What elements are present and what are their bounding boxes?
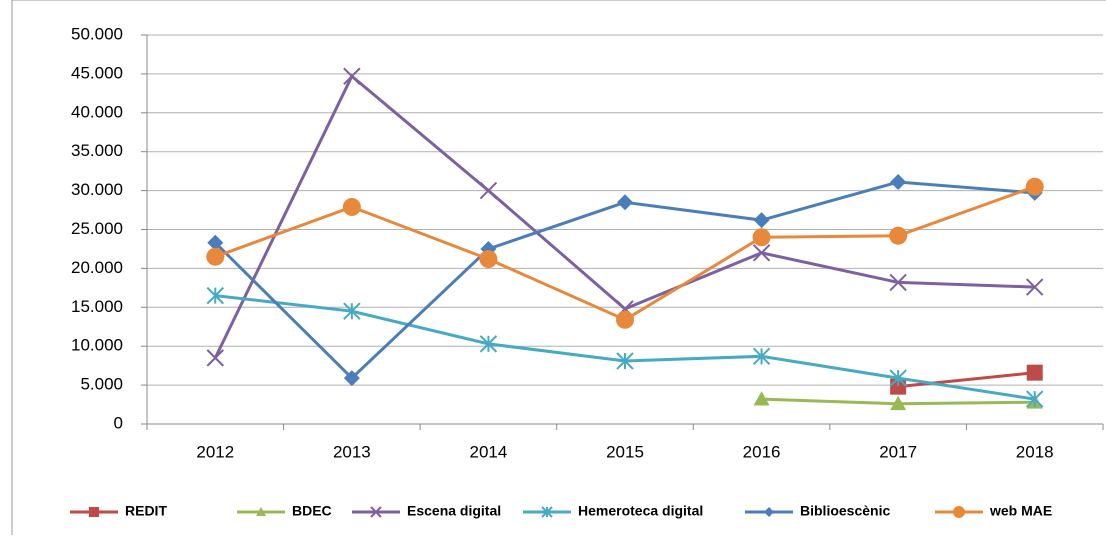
legend-label: BDEC [292, 503, 332, 519]
y-tick-label: 25.000 [71, 219, 123, 238]
marker [479, 335, 498, 353]
marker [890, 395, 907, 411]
marker [479, 250, 498, 269]
marker [889, 226, 908, 245]
marker [343, 302, 361, 320]
marker [370, 506, 382, 518]
marker [752, 228, 771, 247]
marker [343, 370, 360, 387]
marker [541, 506, 553, 518]
x-tick-label: 2012 [196, 442, 234, 461]
legend-label: Biblioescènic [800, 503, 890, 519]
y-tick-label: 5.000 [80, 375, 123, 394]
marker [616, 352, 634, 370]
y-tick-label: 50.000 [71, 24, 123, 43]
marker [480, 240, 497, 257]
legend: REDIT BDEC Escena digital Hemeroteca digita… [70, 503, 1052, 519]
legend-label: Escena digital [407, 503, 501, 519]
marker [1025, 177, 1044, 196]
x-tick-label: 2013 [333, 442, 371, 461]
x-tick-label: 2015 [606, 442, 644, 461]
marker [764, 507, 774, 517]
marker [343, 67, 361, 85]
marker [207, 234, 224, 251]
legend-label: web MAE [989, 503, 1052, 519]
y-tick-label: 0 [114, 413, 123, 432]
legend-label: REDIT [125, 503, 167, 519]
y-tick-label: 20.000 [71, 258, 123, 277]
series-line [897, 371, 1035, 389]
marker [89, 507, 99, 517]
y-tick-label: 40.000 [71, 102, 123, 121]
x-tick-label: 2018 [1016, 442, 1054, 461]
marker [753, 212, 770, 229]
marker [206, 247, 225, 266]
x-tick-label: 2014 [470, 442, 508, 461]
marker [1026, 390, 1044, 408]
marker [256, 507, 266, 516]
x-tick-label: 2016 [743, 442, 781, 461]
y-tick-label: 35.000 [71, 141, 123, 160]
y-tick-label: 30.000 [71, 180, 123, 199]
y-tick-label: 10.000 [71, 336, 123, 355]
marker [890, 174, 907, 191]
marker [889, 369, 907, 387]
marker [753, 391, 770, 406]
legend-label: Hemeroteca digital [578, 503, 703, 519]
marker [206, 349, 224, 367]
chart-frame [11, 0, 1106, 540]
x-tick-label: 2017 [879, 442, 917, 461]
marker [617, 194, 633, 211]
marker [1026, 278, 1044, 296]
marker [889, 273, 907, 292]
marker [479, 181, 498, 200]
y-tick-label: 45.000 [71, 63, 123, 82]
marker [616, 310, 634, 329]
marker [953, 506, 965, 518]
marker [206, 286, 224, 305]
marker [342, 197, 361, 216]
marker [752, 244, 771, 262]
y-tick-label: 15.000 [71, 297, 123, 316]
marker [752, 347, 771, 366]
marker [1026, 364, 1043, 381]
